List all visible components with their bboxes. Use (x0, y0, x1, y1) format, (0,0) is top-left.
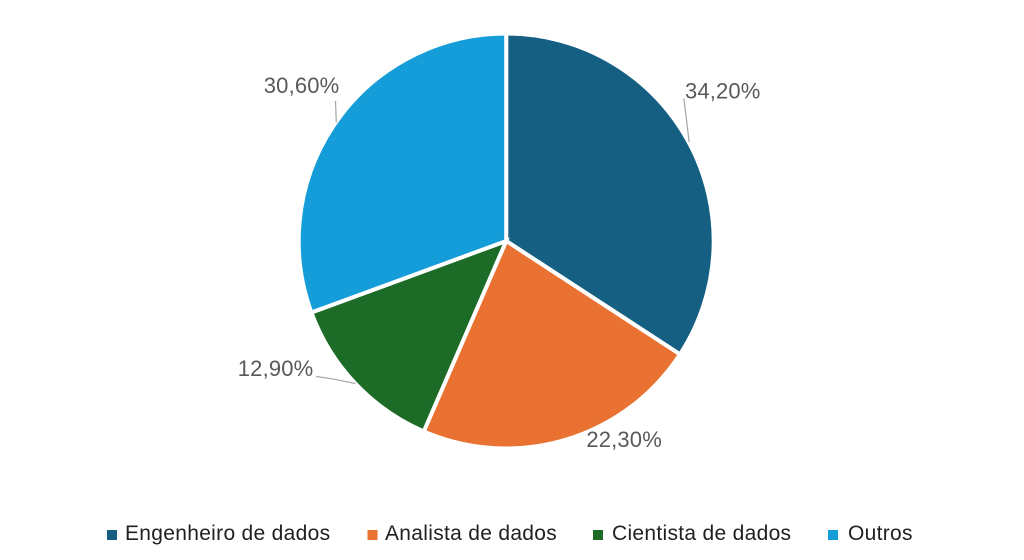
svg-text:22,30%: 22,30% (586, 427, 662, 452)
svg-text:34,20%: 34,20% (685, 78, 761, 103)
svg-text:12,90%: 12,90% (238, 356, 314, 381)
svg-text:Outros: Outros (848, 522, 913, 545)
svg-text:Engenheiro de dados: Engenheiro de dados (125, 522, 330, 545)
svg-text:30,60%: 30,60% (264, 73, 340, 98)
svg-text:Cientista de dados: Cientista de dados (612, 522, 791, 545)
svg-text:Analista de dados: Analista de dados (385, 522, 557, 545)
